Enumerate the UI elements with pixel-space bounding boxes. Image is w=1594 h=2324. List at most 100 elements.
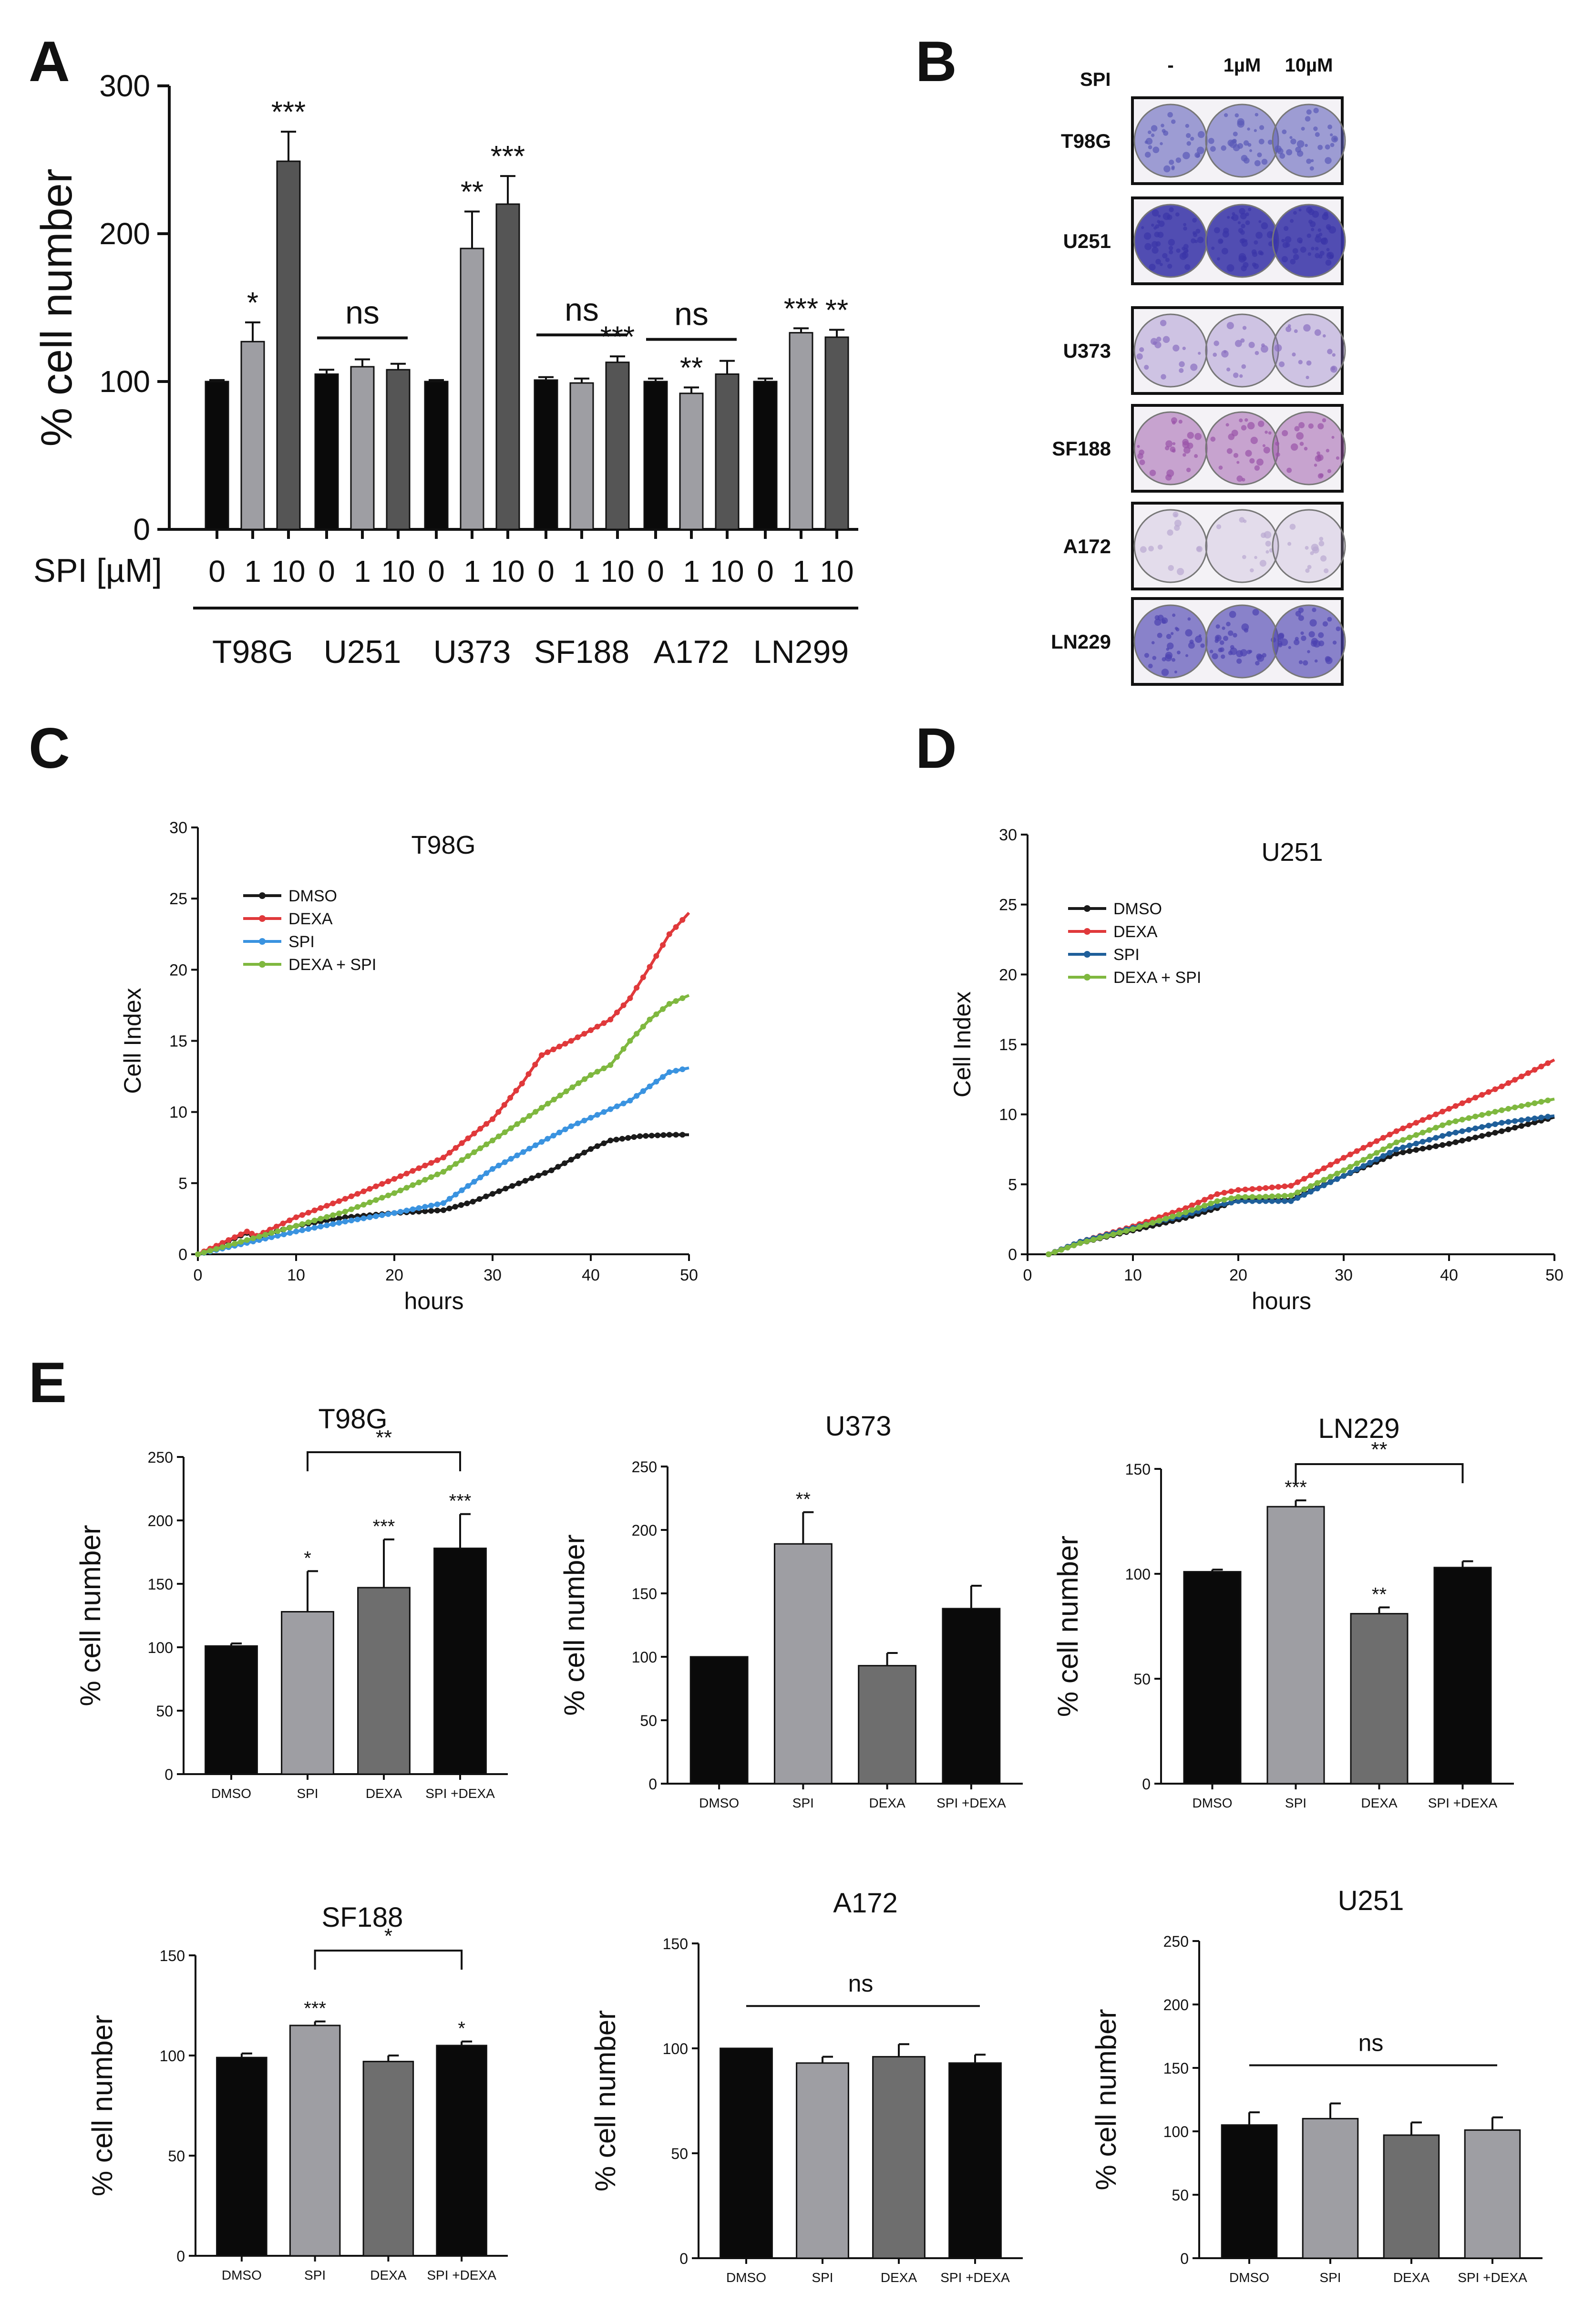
colony bbox=[1185, 249, 1189, 253]
colony bbox=[1175, 628, 1180, 631]
x-tick-label: 20 bbox=[1229, 1266, 1247, 1284]
bar bbox=[1383, 2134, 1440, 2259]
colony bbox=[1300, 631, 1304, 635]
series-marker bbox=[1256, 1198, 1263, 1204]
bracket-label: * bbox=[384, 1924, 392, 1948]
series-marker bbox=[391, 1210, 397, 1216]
series-marker bbox=[293, 1223, 299, 1229]
colony bbox=[1228, 434, 1235, 440]
colony bbox=[1183, 453, 1186, 457]
colony bbox=[1307, 650, 1310, 653]
colony bbox=[1303, 324, 1311, 332]
series-marker bbox=[360, 1188, 367, 1194]
series-marker bbox=[1354, 1166, 1360, 1172]
y-axis-label: % cell number bbox=[558, 1534, 590, 1715]
series-marker bbox=[627, 1038, 633, 1044]
series-marker bbox=[1123, 1228, 1130, 1234]
colony bbox=[1265, 430, 1268, 434]
series-marker bbox=[1327, 1179, 1334, 1185]
series-marker bbox=[1097, 1235, 1103, 1241]
colony bbox=[1151, 133, 1155, 137]
colony bbox=[1325, 657, 1333, 664]
series-marker bbox=[1235, 1198, 1241, 1204]
colony bbox=[1198, 634, 1202, 638]
colony bbox=[1263, 446, 1270, 454]
chart-title: U251 bbox=[1338, 1885, 1404, 1916]
significance-label: *** bbox=[304, 1998, 326, 2019]
series-marker bbox=[379, 1195, 385, 1201]
series-marker bbox=[1518, 1103, 1524, 1109]
series-marker bbox=[1479, 1124, 1485, 1130]
colony bbox=[1216, 524, 1222, 529]
series-marker bbox=[1512, 1077, 1518, 1083]
series-marker bbox=[318, 1205, 324, 1211]
dose-label: 10 bbox=[710, 554, 744, 589]
dose-axis-label: SPI [µM] bbox=[33, 552, 162, 589]
colony bbox=[1285, 326, 1292, 332]
series-marker bbox=[1208, 1204, 1214, 1210]
series-marker bbox=[647, 1016, 653, 1023]
colony bbox=[1217, 238, 1224, 244]
series-marker bbox=[1374, 1138, 1380, 1144]
series-marker bbox=[634, 985, 640, 991]
colony bbox=[1327, 617, 1332, 622]
category-label: DMSO bbox=[222, 2268, 262, 2283]
colony bbox=[1193, 231, 1196, 235]
chart-title: U373 bbox=[825, 1411, 892, 1442]
series-marker bbox=[1538, 1064, 1544, 1070]
series-marker bbox=[330, 1212, 336, 1218]
series-marker bbox=[336, 1215, 342, 1221]
series-marker bbox=[1288, 1192, 1294, 1198]
colony bbox=[1292, 352, 1296, 357]
series-marker bbox=[422, 1162, 428, 1168]
colony bbox=[1226, 367, 1231, 372]
series-marker bbox=[1505, 1105, 1512, 1112]
series-marker bbox=[533, 1142, 539, 1148]
y-tick-label: 25 bbox=[169, 890, 187, 908]
series-marker bbox=[588, 1115, 594, 1121]
y-tick-label: 50 bbox=[671, 2145, 688, 2162]
series-marker bbox=[434, 1208, 441, 1214]
group-label: A172 bbox=[654, 634, 730, 670]
colony bbox=[1303, 660, 1308, 666]
series-marker bbox=[1433, 1111, 1439, 1117]
group-label: LN299 bbox=[753, 634, 849, 670]
colony bbox=[1252, 262, 1256, 267]
series-marker bbox=[601, 1109, 607, 1115]
series-marker bbox=[556, 1043, 563, 1050]
colony bbox=[1317, 145, 1323, 150]
series-marker bbox=[268, 1234, 275, 1240]
y-tick-label: 200 bbox=[1163, 1996, 1189, 2014]
series-marker bbox=[655, 1132, 661, 1138]
series-marker bbox=[1485, 1110, 1491, 1116]
x-tick-label: 30 bbox=[1335, 1266, 1353, 1284]
series-marker bbox=[281, 1226, 287, 1232]
colony bbox=[1158, 214, 1161, 218]
colony bbox=[1213, 227, 1220, 234]
series-marker bbox=[634, 1093, 640, 1099]
well bbox=[1205, 103, 1279, 178]
series-marker bbox=[324, 1214, 330, 1220]
category-label: SPI +DEXA bbox=[1428, 1796, 1498, 1810]
y-tick-label: 30 bbox=[169, 819, 187, 837]
colony bbox=[1194, 239, 1198, 243]
colony bbox=[1290, 258, 1296, 265]
category-label: DEXA bbox=[370, 2268, 407, 2283]
bar bbox=[689, 1656, 749, 1785]
colony bbox=[1156, 336, 1162, 342]
series-marker bbox=[1307, 1183, 1314, 1189]
colony bbox=[1262, 653, 1266, 658]
series-marker bbox=[410, 1206, 416, 1212]
colony bbox=[1320, 555, 1327, 562]
colony bbox=[1314, 659, 1318, 663]
series-marker bbox=[1525, 1102, 1531, 1108]
series-marker bbox=[525, 1071, 532, 1077]
colony bbox=[1209, 650, 1213, 653]
series-marker bbox=[1499, 1084, 1505, 1089]
colony bbox=[1233, 633, 1237, 638]
colony bbox=[1306, 360, 1312, 366]
series-marker bbox=[1249, 1186, 1255, 1192]
y-tick-label: 150 bbox=[1163, 2060, 1189, 2077]
series-marker bbox=[273, 1223, 279, 1229]
series-marker bbox=[249, 1230, 255, 1237]
